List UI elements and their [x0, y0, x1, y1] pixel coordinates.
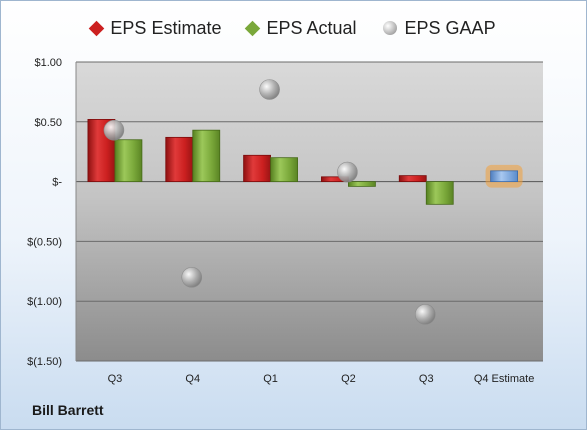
dot-eps-gaap — [103, 119, 125, 141]
bar-eps-estimate — [165, 136, 194, 183]
y-tick-label: $- — [52, 177, 62, 189]
y-tick-label: $0.50 — [34, 117, 62, 129]
bar-eps-actual — [192, 129, 221, 182]
chart-legend: EPS Estimate EPS Actual EPS GAAP — [0, 14, 587, 42]
bar-eps-actual — [348, 181, 376, 187]
dot-eps-gaap — [414, 304, 436, 325]
bar-eps-actual — [425, 181, 454, 205]
x-tick-label: Q3 — [108, 373, 123, 385]
y-tick-label: $(1.50) — [27, 356, 62, 368]
plot-area — [76, 62, 543, 361]
bar-eps-actual — [114, 139, 143, 183]
legend-label-eps-gaap: EPS GAAP — [404, 17, 496, 38]
bar-eps-estimate — [243, 154, 271, 182]
legend-swatch-eps-gaap — [382, 21, 397, 35]
x-tick-label: Q1 — [263, 373, 278, 385]
legend-item-eps-gaap: EPS GAAP — [382, 17, 496, 39]
x-tick-label: Q4 Estimate — [474, 373, 535, 385]
legend-item-eps-estimate: EPS Estimate — [89, 17, 222, 39]
legend-item-eps-actual: EPS Actual — [245, 17, 357, 39]
legend-label-eps-estimate: EPS Estimate — [110, 17, 222, 38]
company-name: Bill Barrett — [32, 402, 104, 418]
y-tick-label: $1.00 — [34, 57, 62, 69]
dot-eps-gaap — [181, 266, 203, 288]
y-tick-label: $(1.00) — [27, 296, 62, 308]
x-tick-label: Q2 — [341, 373, 356, 385]
dot-eps-gaap — [337, 161, 358, 183]
legend-label-eps-actual: EPS Actual — [266, 17, 357, 38]
bar-eps-actual — [270, 157, 298, 182]
x-tick-label: Q4 — [185, 373, 200, 385]
bar-eps-estimate — [398, 175, 427, 182]
bar-eps-estimate-future — [490, 170, 518, 182]
y-tick-label: $(0.50) — [27, 236, 62, 248]
x-tick-label: Q3 — [419, 373, 434, 385]
dot-eps-gaap — [259, 79, 280, 100]
